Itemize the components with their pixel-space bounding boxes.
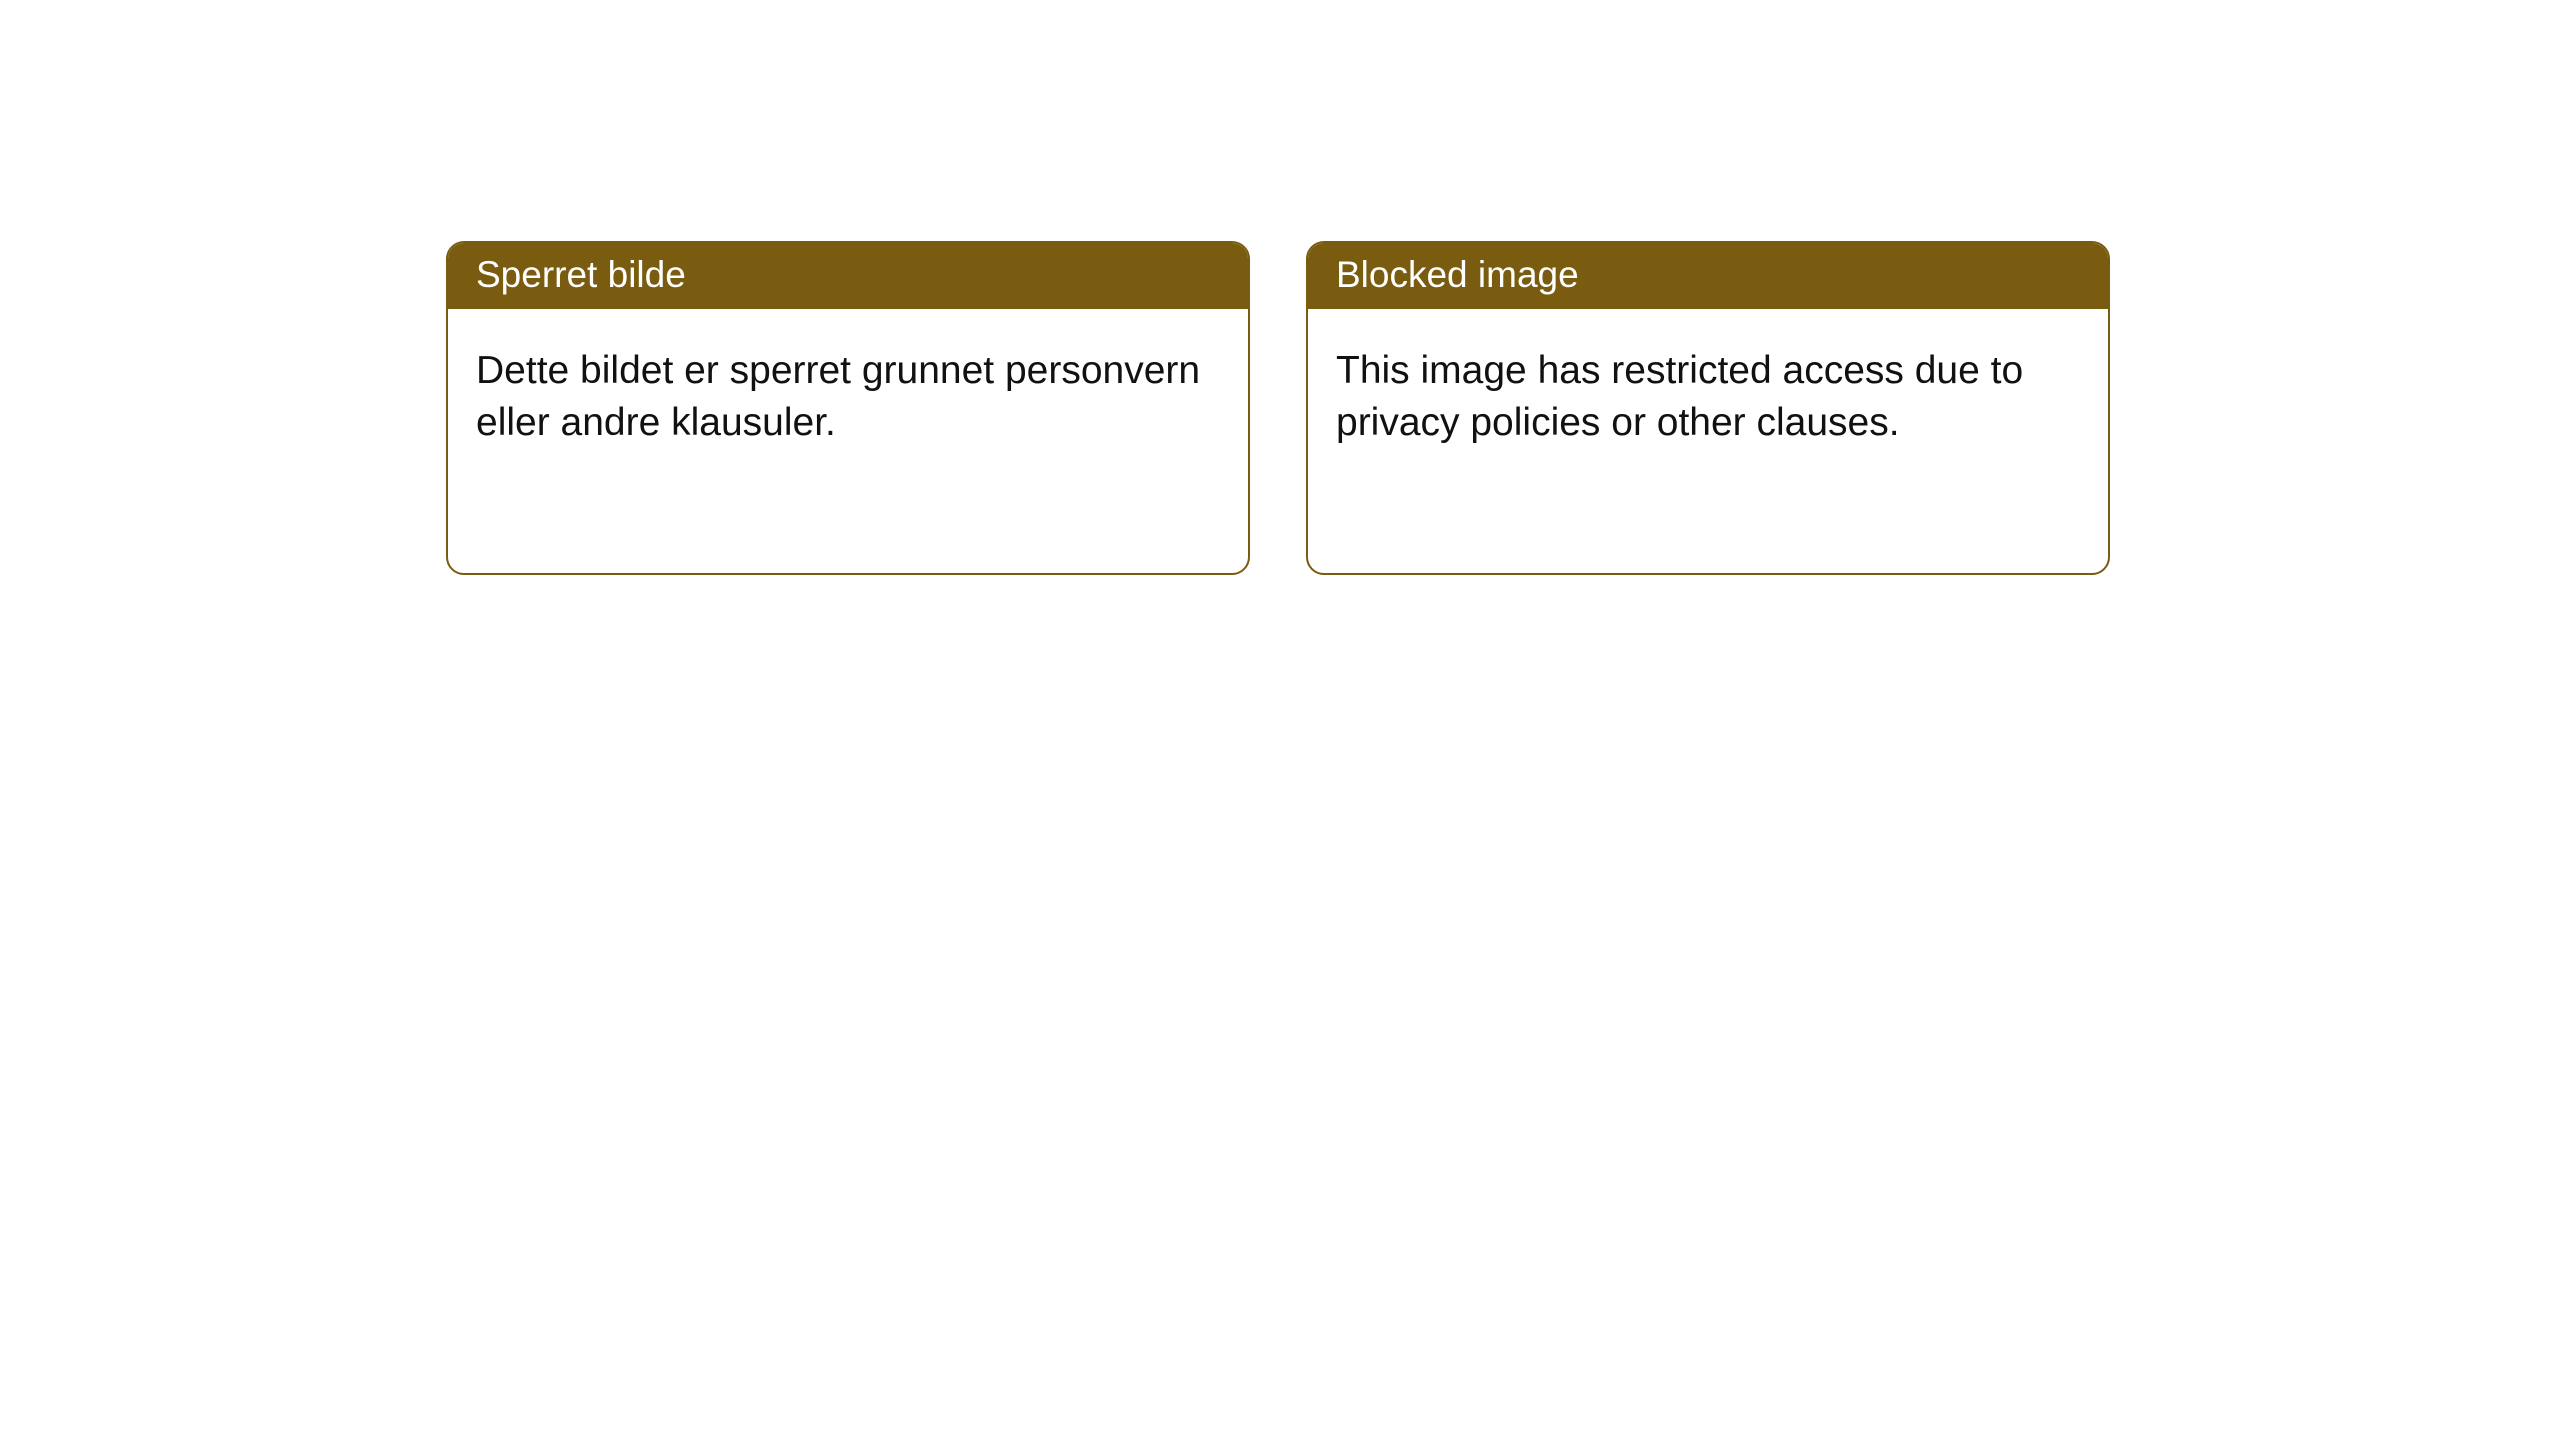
notice-card-english: Blocked image This image has restricted …: [1306, 241, 2110, 575]
notice-body: This image has restricted access due to …: [1308, 309, 2108, 476]
notice-title: Sperret bilde: [476, 254, 686, 295]
notice-body: Dette bildet er sperret grunnet personve…: [448, 309, 1248, 476]
notice-header: Sperret bilde: [448, 243, 1248, 309]
notice-title: Blocked image: [1336, 254, 1579, 295]
notice-message: Dette bildet er sperret grunnet personve…: [476, 349, 1200, 443]
notice-container: Sperret bilde Dette bildet er sperret gr…: [0, 0, 2560, 575]
notice-card-norwegian: Sperret bilde Dette bildet er sperret gr…: [446, 241, 1250, 575]
notice-message: This image has restricted access due to …: [1336, 349, 2023, 443]
notice-header: Blocked image: [1308, 243, 2108, 309]
